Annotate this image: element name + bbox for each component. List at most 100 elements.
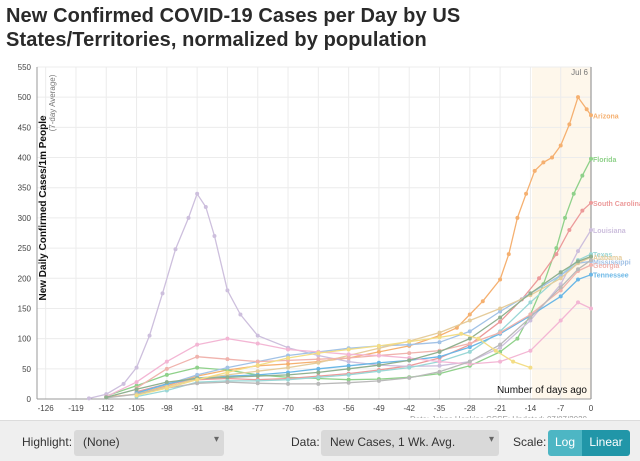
series-point xyxy=(255,381,260,386)
series-point xyxy=(225,336,230,341)
series-point xyxy=(558,270,563,275)
x-tick-label: -21 xyxy=(494,404,506,413)
y-tick-label: 400 xyxy=(18,154,32,163)
series-point xyxy=(134,393,139,398)
y-axis-label: New Daily Confirmed Cases/1m People xyxy=(38,115,49,301)
series-point xyxy=(160,291,165,296)
series-point xyxy=(558,318,563,323)
y-tick-label: 300 xyxy=(18,214,32,223)
series-point xyxy=(589,156,593,161)
series-point xyxy=(346,355,351,360)
series-line xyxy=(136,274,592,394)
series-point xyxy=(498,277,503,282)
series-point xyxy=(567,122,572,127)
series-point xyxy=(524,191,529,196)
series-point xyxy=(498,359,503,364)
series-point xyxy=(316,366,321,371)
series-point xyxy=(286,377,291,382)
x-tick-label: -119 xyxy=(68,404,84,413)
series-point xyxy=(212,234,217,239)
y-tick-label: 50 xyxy=(22,365,31,374)
series-point xyxy=(467,345,472,350)
series-line xyxy=(136,333,531,397)
series-point xyxy=(580,173,585,178)
series-point xyxy=(576,300,581,305)
recent-period-shade xyxy=(532,67,591,399)
x-tick-label: -49 xyxy=(373,404,385,413)
series-point xyxy=(580,208,585,213)
series-point xyxy=(558,294,563,299)
series-point xyxy=(558,285,563,290)
y-tick-label: 550 xyxy=(18,63,32,72)
series-point xyxy=(225,380,230,385)
series-point xyxy=(195,354,200,359)
series-point xyxy=(437,359,442,364)
series-point xyxy=(554,246,559,251)
series-point xyxy=(346,380,351,385)
series-point xyxy=(515,336,520,341)
today-marker-label: Jul 6 xyxy=(571,68,588,77)
series-point xyxy=(576,267,581,272)
series-point xyxy=(286,361,291,366)
series-point xyxy=(316,357,321,362)
series-point xyxy=(467,336,472,341)
x-tick-label: -84 xyxy=(222,404,234,413)
series-point xyxy=(195,372,200,377)
series-point xyxy=(550,155,555,160)
series-point xyxy=(467,329,472,334)
series-point xyxy=(346,372,351,377)
series-point xyxy=(528,300,533,305)
series-point xyxy=(467,359,472,364)
series-point xyxy=(567,227,572,232)
series-label: Georgia xyxy=(593,263,620,270)
series-point xyxy=(493,348,498,353)
x-tick-label: -91 xyxy=(191,404,203,413)
chevron-down-icon: ▾ xyxy=(213,434,219,445)
scale-log-button[interactable]: Log xyxy=(548,430,582,456)
series-point xyxy=(528,318,533,323)
y-tick-label: 500 xyxy=(18,93,32,102)
x-tick-label: -35 xyxy=(434,404,446,413)
series-point xyxy=(195,365,200,370)
highlight-label: Highlight: xyxy=(22,435,73,449)
series-point xyxy=(225,365,230,370)
x-tick-label: -42 xyxy=(403,404,415,413)
series-point xyxy=(589,258,593,263)
series-point xyxy=(558,276,563,281)
series-point xyxy=(316,375,321,380)
series-point xyxy=(576,277,581,282)
series-point xyxy=(498,319,503,324)
series-point xyxy=(576,95,581,100)
highlight-select[interactable]: (None) ▾ xyxy=(74,430,224,456)
y-tick-label: 450 xyxy=(18,123,32,132)
line-chart: 0 50 100 150 200 250 300 350 400 450 500 550 -126 -11… xyxy=(18,63,640,418)
series-point xyxy=(467,349,472,354)
y-tick-label: 200 xyxy=(18,274,32,283)
series-line xyxy=(106,255,592,398)
page-title: New Confirmed COVID-19 Cases per Day by … xyxy=(6,5,461,51)
series-point xyxy=(537,276,542,281)
scale-linear-button[interactable]: Linear xyxy=(582,430,630,456)
series-point xyxy=(511,359,516,364)
series-point xyxy=(498,345,503,350)
series-point xyxy=(589,262,593,267)
series-point xyxy=(316,351,321,356)
series-point xyxy=(528,312,533,317)
series-point xyxy=(376,353,381,358)
series-point xyxy=(255,333,260,338)
series-point xyxy=(498,315,503,320)
series-point xyxy=(407,342,412,347)
series-label: Louisiana xyxy=(593,228,626,235)
series-point xyxy=(104,395,109,400)
series-point xyxy=(498,306,503,311)
x-tick-label: -126 xyxy=(38,404,55,413)
y-tick-label: 250 xyxy=(18,244,32,253)
data-select[interactable]: New Cases, 1 Wk. Avg. ▾ xyxy=(321,430,499,456)
series-point xyxy=(255,359,260,364)
series-point xyxy=(407,339,412,344)
series-point xyxy=(195,381,200,386)
series-point xyxy=(528,348,533,353)
series-point xyxy=(147,333,152,338)
series-point xyxy=(571,191,576,196)
series-point xyxy=(316,360,321,365)
